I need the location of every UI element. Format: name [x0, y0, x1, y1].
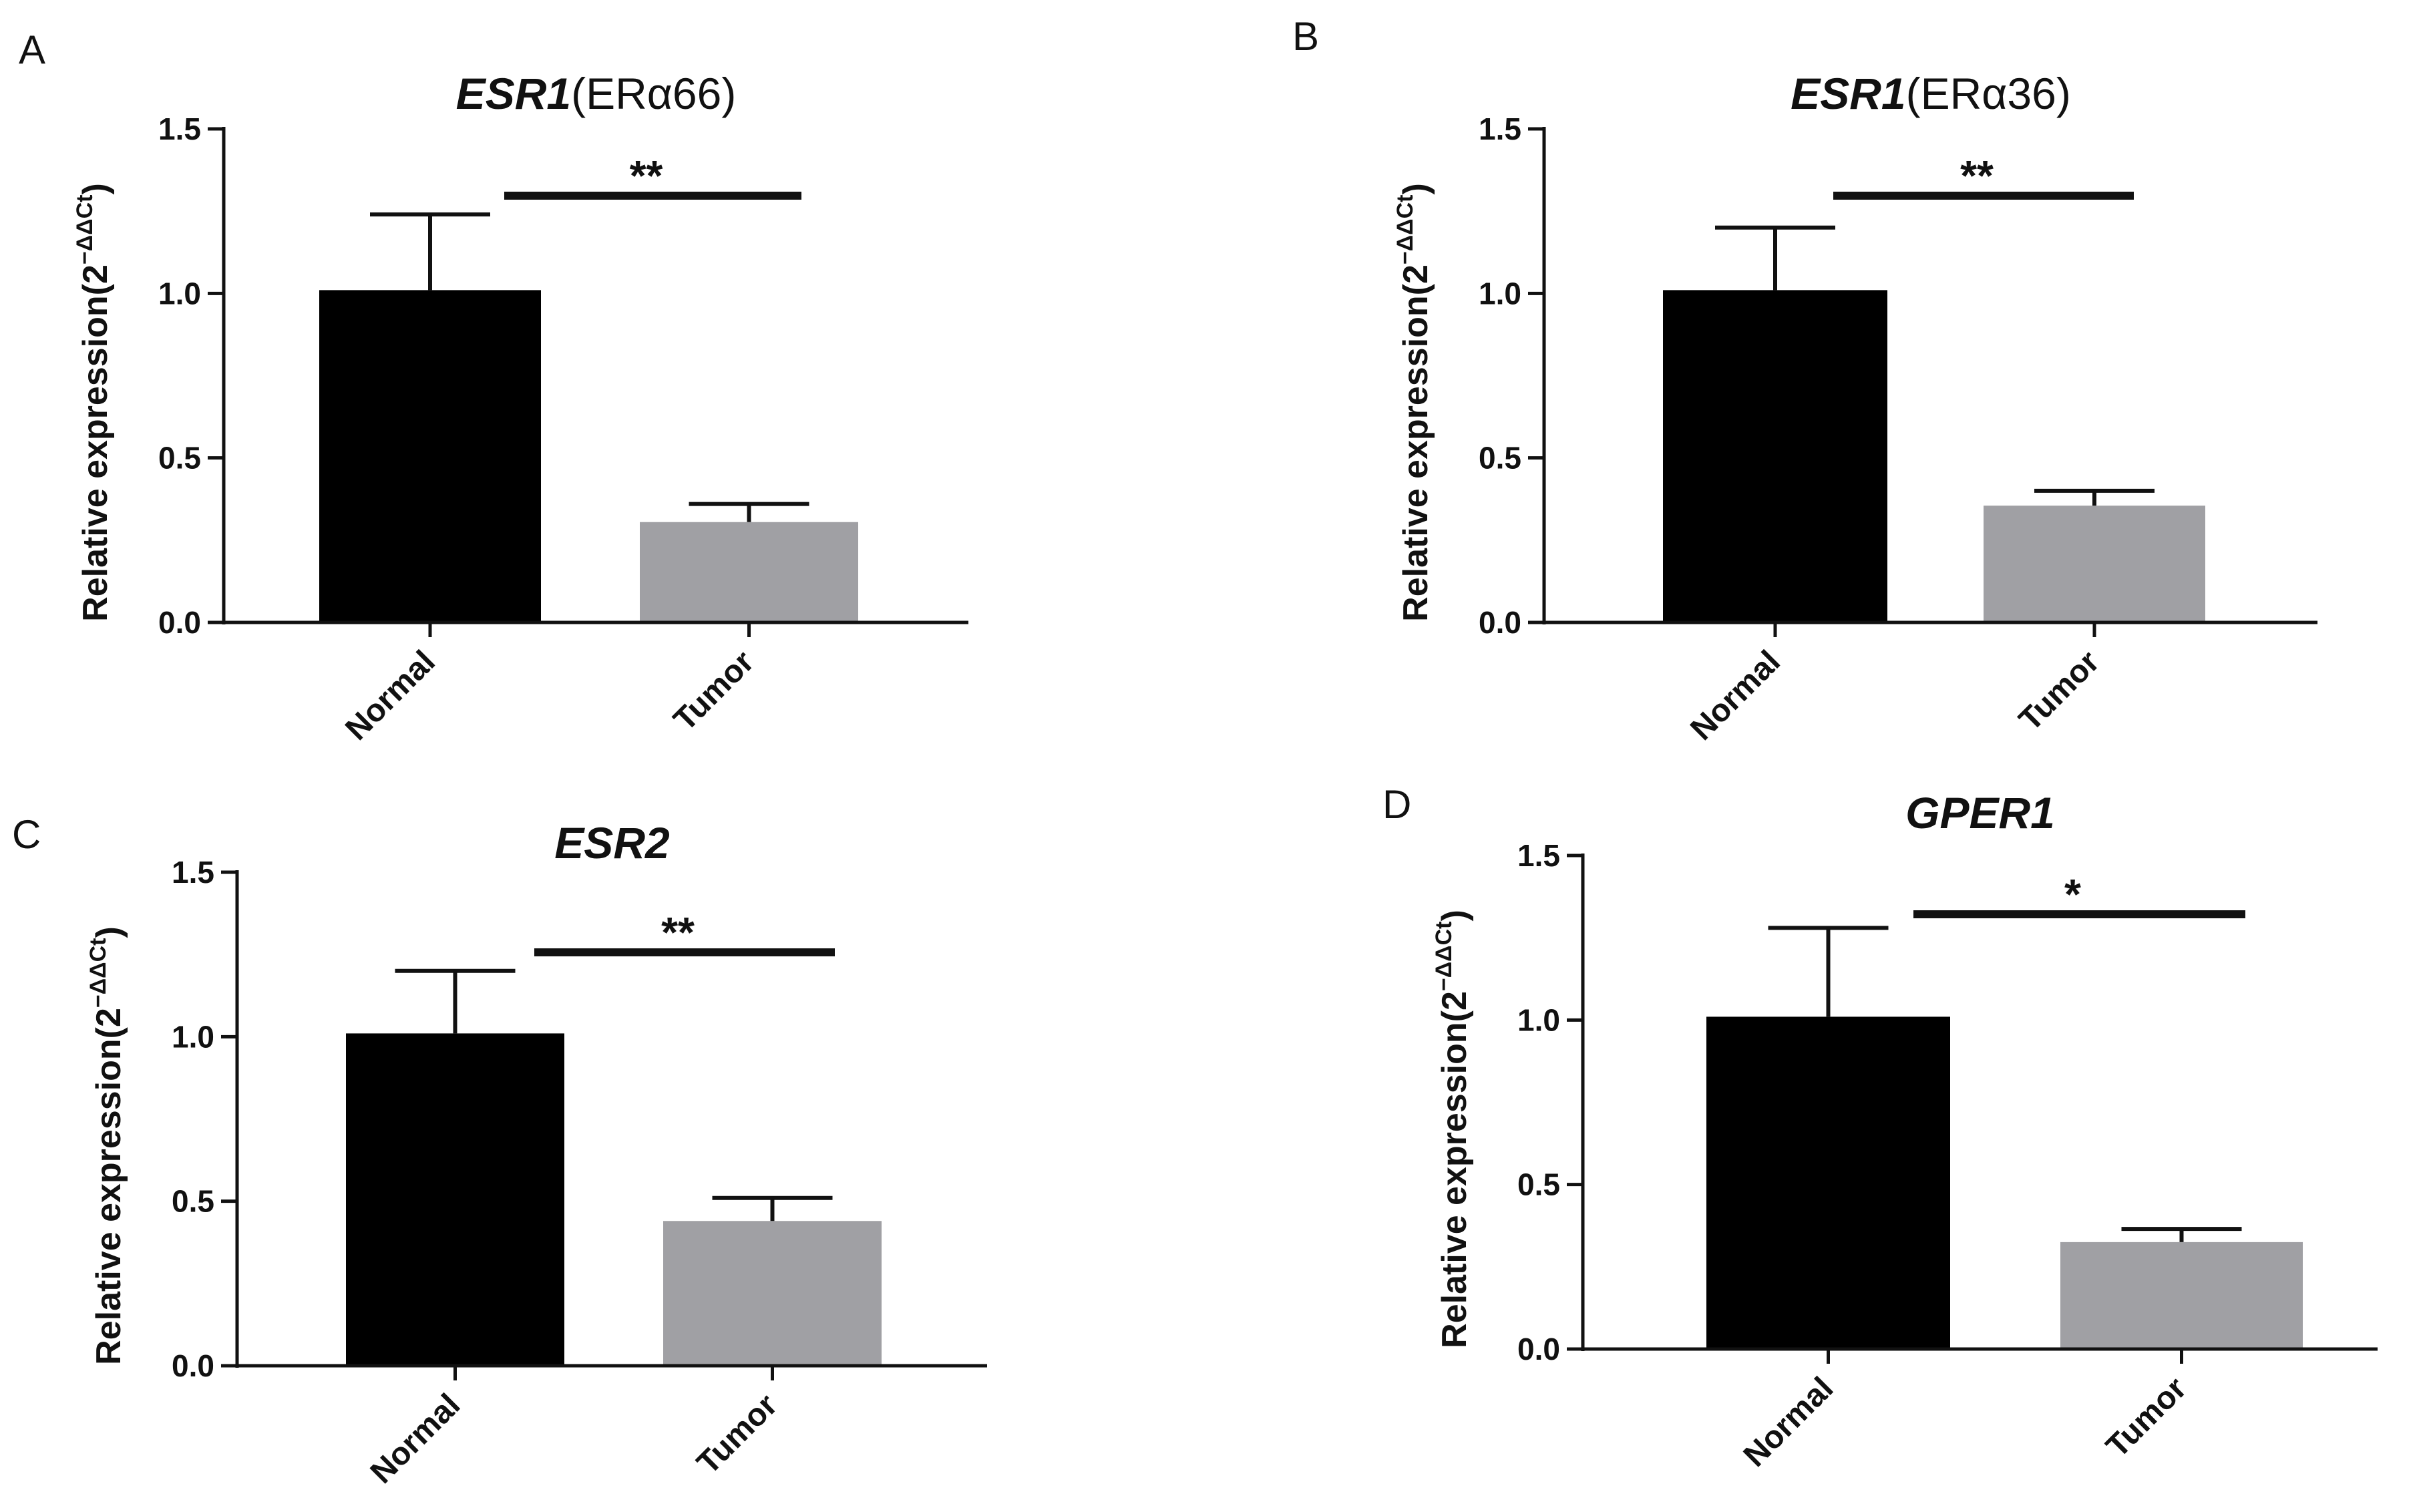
y-axis-label-superscript: −ΔΔCt — [72, 195, 98, 265]
y-axis-label-main: Relative expression(2 — [1396, 264, 1435, 622]
x-tick-label-tumor: Tumor — [2012, 644, 2106, 738]
title-suffix: (ERα66) — [571, 69, 736, 118]
y-tick-label: 1.5 — [172, 855, 214, 890]
panel-d: D GPER1 Normal Tumor 0.0 0.5 1.0 1.5 Relative ex… — [1382, 782, 2378, 1474]
panel-letter: A — [19, 27, 45, 72]
panel-letter: B — [1292, 14, 1319, 59]
bar-tumor — [663, 1221, 882, 1366]
panel-c: C ESR2 Normal Tumor 0.0 0.5 1.0 1.5 Relative exp… — [12, 812, 987, 1491]
y-axis-label-close: ) — [89, 926, 128, 938]
y-axis-label-superscript: −ΔΔCt — [1431, 922, 1457, 992]
y-tick-label: 1.0 — [172, 1019, 214, 1054]
y-tick-label: 0.5 — [1479, 441, 1521, 476]
significance-stars: ** — [630, 152, 663, 200]
y-tick-label: 0.0 — [1479, 605, 1521, 640]
y-axis-label-close: ) — [1435, 910, 1474, 921]
bar-normal — [346, 1033, 564, 1366]
significance-stars: ** — [661, 908, 695, 956]
y-tick-label: 1.0 — [1517, 1002, 1560, 1037]
y-tick-label: 1.5 — [158, 112, 201, 146]
significance-stars: * — [2064, 870, 2081, 918]
panel-letter: C — [12, 812, 41, 857]
y-tick-label: 0.5 — [158, 441, 201, 476]
panel-letter: D — [1382, 782, 1411, 827]
x-tick-label-tumor: Tumor — [2100, 1370, 2194, 1465]
y-tick-label: 1.0 — [1479, 276, 1521, 311]
y-axis-label: Relative expression(2−ΔΔCt) — [72, 183, 115, 622]
title-gene: ESR1 — [456, 69, 571, 118]
y-tick-label: 0.5 — [172, 1184, 214, 1219]
y-tick-label: 0.0 — [158, 605, 201, 640]
significance-stars: ** — [1960, 152, 1994, 200]
panel-b: B ESR1(ERα36) Normal Tumor 0.0 0.5 1.0 1.5 Relat… — [1292, 14, 2317, 747]
x-tick-label-normal: Normal — [1684, 644, 1787, 747]
bar-tumor — [640, 522, 858, 622]
chart-title: ESR1(ERα66) — [456, 69, 737, 118]
bar-normal — [1663, 290, 1887, 622]
title-gene: ESR2 — [554, 818, 670, 868]
y-axis-label: Relative expression(2−ΔΔCt) — [85, 926, 128, 1365]
y-axis-label: Relative expression(2−ΔΔCt) — [1392, 183, 1435, 622]
y-axis-label-close: ) — [1396, 183, 1435, 194]
y-tick-label: 0.5 — [1517, 1167, 1560, 1202]
x-tick-label-tumor: Tumor — [667, 644, 761, 738]
y-tick-label: 1.5 — [1479, 112, 1521, 146]
y-tick-label: 1.5 — [1517, 838, 1560, 873]
y-axis-label-main: Relative expression(2 — [76, 264, 115, 622]
x-tick-label-normal: Normal — [364, 1387, 467, 1490]
y-axis-label-superscript: −ΔΔCt — [1392, 195, 1418, 265]
x-tick-label-tumor: Tumor — [691, 1387, 785, 1481]
title-suffix: (ERα36) — [1906, 69, 2071, 118]
bar-normal — [319, 290, 541, 622]
x-tick-label-normal: Normal — [339, 644, 441, 747]
title-gene: ESR1 — [1791, 69, 1905, 118]
bar-normal — [1706, 1016, 1950, 1349]
chart-title: ESR1(ERα36) — [1791, 69, 2071, 118]
panel-a: A ESR1(ERα66) Normal Tumor 0.0 0.5 1.0 1.5 Relat… — [19, 27, 968, 747]
x-tick-label-normal: Normal — [1737, 1370, 1840, 1473]
y-axis-label: Relative expression(2−ΔΔCt) — [1431, 910, 1474, 1348]
title-gene: GPER1 — [1905, 788, 2055, 837]
y-axis-label-superscript: −ΔΔCt — [85, 938, 111, 1008]
y-axis-label-close: ) — [76, 183, 115, 194]
chart-title: ESR2 — [554, 818, 670, 868]
y-tick-label: 0.0 — [1517, 1332, 1560, 1366]
y-axis-label-main: Relative expression(2 — [89, 1008, 128, 1365]
y-tick-label: 0.0 — [172, 1348, 214, 1383]
bar-tumor — [1984, 506, 2205, 622]
y-tick-label: 1.0 — [158, 276, 201, 311]
bar-tumor — [2060, 1242, 2303, 1349]
chart-title: GPER1 — [1905, 788, 2055, 837]
y-axis-label-main: Relative expression(2 — [1435, 991, 1474, 1348]
